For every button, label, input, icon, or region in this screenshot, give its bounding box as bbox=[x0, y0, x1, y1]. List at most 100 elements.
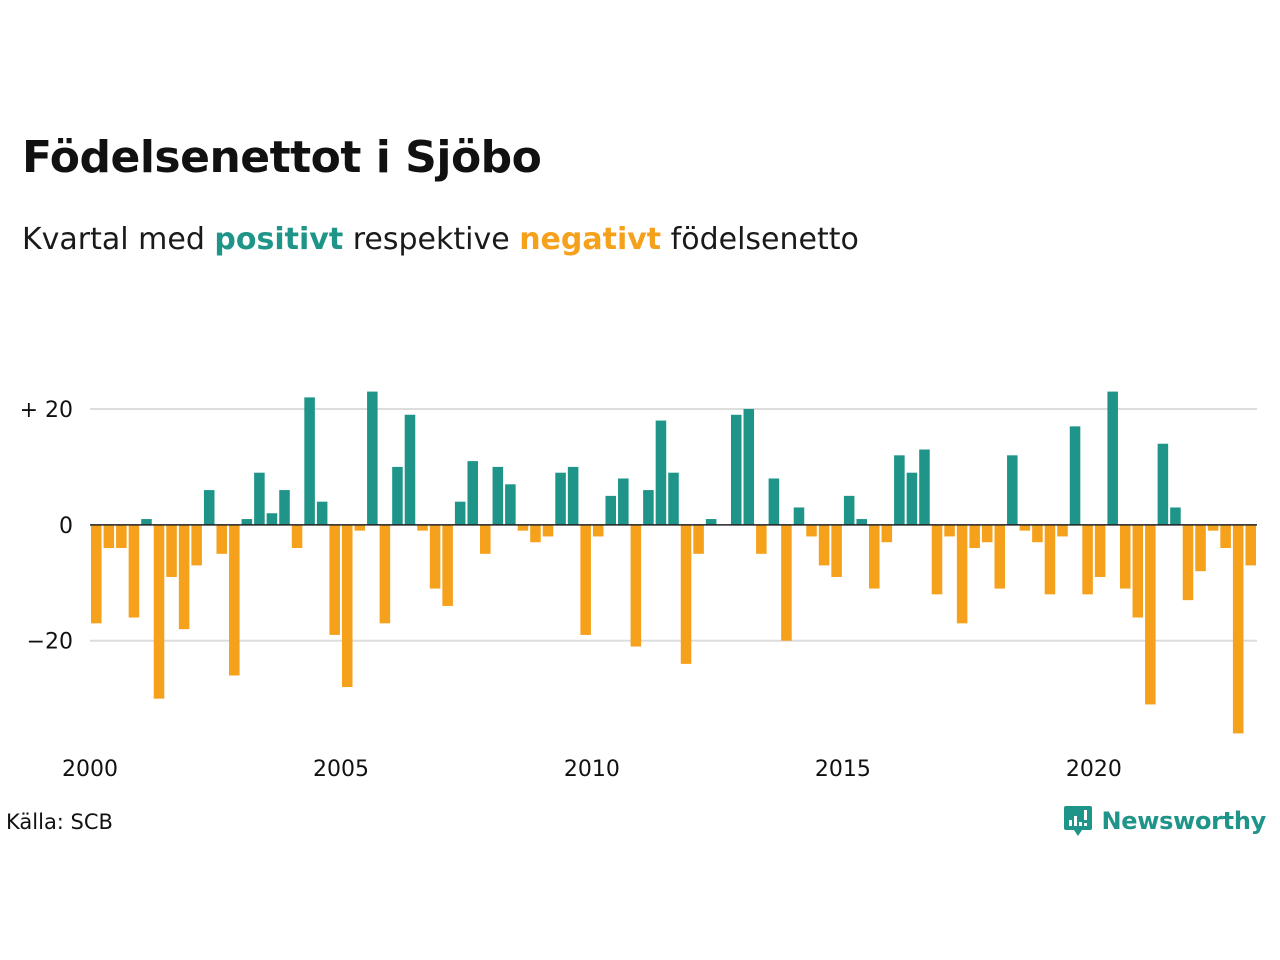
y-tick-label: −20 bbox=[27, 630, 73, 655]
bar bbox=[1207, 524, 1219, 531]
bar bbox=[216, 524, 228, 554]
bar bbox=[843, 495, 855, 525]
bar bbox=[341, 524, 353, 688]
bar bbox=[392, 466, 403, 525]
x-tick-label: 2020 bbox=[1066, 757, 1122, 782]
bar bbox=[178, 524, 190, 630]
bar bbox=[442, 524, 453, 606]
bar bbox=[969, 524, 980, 549]
bar bbox=[91, 524, 102, 624]
bar bbox=[555, 472, 566, 525]
bar bbox=[956, 524, 968, 624]
bar bbox=[1057, 524, 1068, 537]
bar bbox=[655, 420, 667, 525]
x-tick-label: 2010 bbox=[564, 757, 620, 782]
bar bbox=[580, 524, 591, 635]
bars bbox=[91, 391, 1256, 734]
bar bbox=[116, 524, 127, 549]
subtitle-suffix: födelsenetto bbox=[661, 222, 859, 257]
source-note: Källa: SCB bbox=[6, 810, 113, 834]
brand-name: Newsworthy bbox=[1101, 807, 1266, 835]
bar bbox=[743, 408, 755, 525]
bar bbox=[1082, 524, 1093, 595]
bar bbox=[153, 524, 165, 699]
bar bbox=[492, 466, 504, 525]
bar bbox=[1157, 443, 1169, 525]
bar bbox=[417, 524, 428, 531]
bar bbox=[730, 414, 742, 525]
bar bbox=[1170, 507, 1181, 525]
bar bbox=[1245, 524, 1256, 566]
axes: + 20 0 −20 2000 2005 2010 2015 2020 bbox=[20, 398, 1257, 782]
bar bbox=[931, 524, 943, 595]
bar-chart: + 20 0 −20 2000 2005 2010 2015 2020 bbox=[20, 391, 1257, 782]
y-tick-label: 0 bbox=[59, 514, 73, 539]
bar bbox=[1145, 524, 1156, 705]
bar bbox=[141, 519, 152, 525]
bar bbox=[1182, 524, 1194, 601]
bar bbox=[279, 490, 290, 525]
bar bbox=[1032, 524, 1043, 543]
bar bbox=[517, 524, 529, 531]
x-tick-label: 2000 bbox=[62, 757, 118, 782]
bar bbox=[1019, 524, 1031, 531]
bar bbox=[1232, 524, 1244, 734]
bar bbox=[480, 524, 491, 554]
bar bbox=[618, 478, 629, 525]
bar bbox=[605, 495, 617, 525]
bar bbox=[680, 524, 692, 664]
bar bbox=[1119, 524, 1131, 589]
bar bbox=[191, 524, 202, 566]
newsworthy-icon bbox=[1064, 806, 1093, 836]
bar bbox=[367, 391, 378, 525]
bar bbox=[768, 478, 780, 525]
bar bbox=[831, 524, 842, 577]
subtitle-negative: negativt bbox=[519, 222, 662, 257]
bar bbox=[693, 524, 704, 554]
subtitle-prefix: Kvartal med bbox=[22, 222, 215, 257]
bar bbox=[567, 466, 579, 525]
bar bbox=[881, 524, 893, 543]
bar bbox=[781, 524, 792, 641]
bar bbox=[505, 484, 516, 525]
bar bbox=[103, 524, 115, 549]
bar bbox=[379, 524, 391, 624]
bar bbox=[592, 524, 604, 537]
bar bbox=[906, 472, 918, 525]
x-tick-label: 2015 bbox=[815, 757, 871, 782]
bar bbox=[1195, 524, 1206, 572]
bar bbox=[354, 524, 366, 531]
bar bbox=[944, 524, 955, 537]
bar bbox=[806, 524, 817, 537]
bar bbox=[316, 501, 328, 525]
bar bbox=[241, 519, 253, 525]
grid-lines bbox=[90, 407, 1257, 642]
bar bbox=[128, 524, 140, 618]
bar bbox=[1069, 426, 1081, 525]
bar bbox=[166, 524, 177, 577]
bar bbox=[981, 524, 993, 543]
bar bbox=[818, 524, 830, 566]
bar bbox=[643, 490, 654, 525]
bar bbox=[919, 449, 930, 525]
y-tick-label: + 20 bbox=[20, 398, 73, 423]
bar bbox=[530, 524, 541, 543]
bar bbox=[793, 507, 805, 525]
bar bbox=[668, 472, 679, 525]
bar bbox=[705, 519, 717, 525]
bar bbox=[254, 472, 265, 525]
bar bbox=[894, 455, 905, 525]
bar bbox=[266, 513, 278, 525]
chart-subtitle: Kvartal med positivt respektive negativt… bbox=[22, 222, 859, 257]
bar bbox=[994, 524, 1006, 589]
bar bbox=[542, 524, 554, 537]
chart-title: Födelsenettot i Sjöbo bbox=[22, 132, 542, 183]
bar bbox=[1094, 524, 1106, 577]
bar bbox=[1107, 391, 1118, 525]
bar bbox=[304, 397, 315, 525]
bar bbox=[467, 461, 478, 525]
bar bbox=[1007, 455, 1018, 525]
bar bbox=[429, 524, 441, 589]
bar bbox=[404, 414, 416, 525]
bar bbox=[1132, 524, 1144, 618]
